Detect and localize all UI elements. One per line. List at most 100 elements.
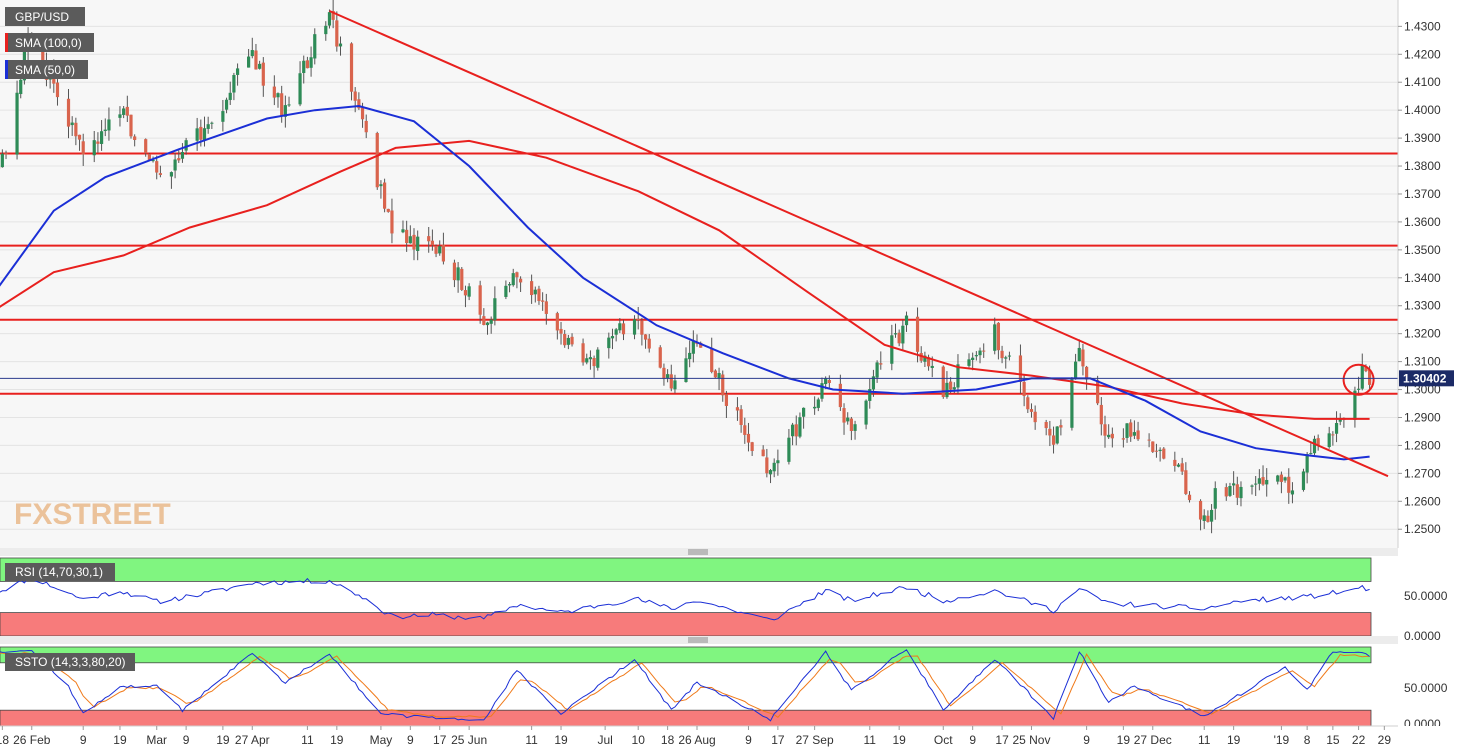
candle-body (949, 381, 953, 390)
time-axis: 18 26 Feb 9 19 Mar 9 19 27 Apr 11 19 May 9 17 25 Jun 1… (0, 726, 1391, 747)
candle-body (1051, 435, 1056, 445)
candle-body (713, 370, 717, 378)
candle-body (77, 134, 82, 140)
candle-body (1121, 438, 1125, 440)
candle-body (1254, 483, 1258, 485)
candle-body (103, 129, 107, 132)
candle-body (364, 120, 368, 133)
time-tick-label: 26 Feb (13, 733, 51, 747)
ssto-overbought-zone (0, 646, 1372, 664)
candle-body (1316, 438, 1320, 446)
candle-body (210, 122, 214, 124)
candle-body (1334, 422, 1339, 434)
candle-body (1290, 490, 1295, 495)
candle-body (405, 229, 409, 244)
candle-body (280, 93, 284, 117)
main-axis-bg (1398, 0, 1467, 548)
candle-body (1073, 361, 1078, 380)
candle-body (996, 322, 1001, 351)
candle-body (66, 98, 71, 127)
candle-body (559, 328, 563, 334)
candle-body (813, 406, 817, 409)
candle-body (893, 333, 898, 335)
candle-body (710, 347, 714, 372)
price-tick-label: 1.2500 (1404, 522, 1441, 536)
candle-body (1129, 422, 1133, 437)
candle-body (868, 389, 872, 401)
candle-body (19, 79, 23, 95)
price-tick-label: 1.2700 (1404, 466, 1441, 480)
price-tick-label: 1.4300 (1404, 19, 1441, 33)
candle-body (768, 470, 773, 475)
candle-body (1228, 486, 1232, 496)
time-tick-label: 11 (864, 733, 877, 747)
candle-body (463, 290, 468, 296)
candle-body (658, 347, 662, 368)
candle-body (228, 92, 232, 100)
candle-body (743, 425, 747, 435)
candle-body (324, 25, 328, 35)
candle-body (610, 336, 615, 339)
candle-body (530, 281, 534, 296)
candle-body (1224, 487, 1228, 497)
candle-body (1235, 484, 1239, 498)
candle-body (507, 284, 512, 286)
time-tick-label: 27 Sep (796, 733, 834, 747)
time-tick-label: 9 (407, 733, 414, 747)
sma-50-label: SMA (50,0) (5, 60, 88, 79)
candle-body (721, 374, 725, 396)
price-axis: 1.4300 1.4200 1.4100 1.4000 1.3900 1.3800 1.37… (1398, 19, 1441, 536)
time-tick-label: 27 Dec (1134, 733, 1172, 747)
series-line (0, 104, 1370, 461)
candle-body (1353, 390, 1357, 420)
candle-body (158, 173, 162, 175)
time-tick-label: Jul (597, 733, 612, 747)
candle-body (375, 133, 379, 188)
price-tick-label: 1.3800 (1404, 159, 1441, 173)
candle-body (504, 285, 508, 297)
candle-body (206, 124, 210, 129)
candle-body (1154, 450, 1159, 452)
candle-body (1059, 425, 1063, 428)
candle-body (904, 315, 909, 326)
candle-body (592, 358, 596, 367)
candle-body (684, 358, 688, 383)
candle-body (441, 244, 446, 262)
rsi-overbought-zone (0, 557, 1372, 582)
candle-body (666, 374, 670, 378)
candle-body (184, 140, 188, 151)
candle-body (618, 323, 622, 331)
candle-body (1136, 430, 1140, 440)
candle-body (99, 131, 104, 144)
highlight-circle (1342, 363, 1375, 396)
candle-body (489, 319, 493, 324)
candle-body (96, 141, 100, 144)
time-tick-label: 19 (330, 733, 344, 747)
candle-body (816, 399, 820, 408)
candle-body (614, 329, 618, 335)
candle-body (945, 382, 949, 398)
candle-body (1312, 438, 1317, 454)
candle-body (309, 57, 313, 68)
price-tick-label: 1.3400 (1404, 271, 1441, 285)
ssto-axis: 50.0000 0.0000 (1404, 681, 1448, 731)
candle-body (55, 82, 60, 98)
candle-body (250, 50, 254, 57)
time-tick-label: 19 (554, 733, 568, 747)
time-axis-bg (0, 726, 1467, 752)
candle-body (930, 365, 934, 368)
candle-body (1007, 355, 1012, 357)
candle-body (1331, 434, 1335, 436)
rsi-panel: RSI (14,70,30,1) 50.0000 0.0000 (0, 556, 1448, 643)
candle-body (1151, 441, 1155, 452)
candle-body (967, 359, 971, 366)
candle-body (563, 334, 567, 346)
candle-body (971, 357, 975, 361)
candle-body (313, 34, 317, 59)
candle-body (1360, 365, 1364, 389)
candle-body (827, 380, 831, 383)
candle-body (1173, 459, 1177, 466)
candle-body (662, 367, 666, 379)
time-tick-label: 11 (525, 733, 538, 747)
svg-text:50.0000: 50.0000 (1404, 681, 1448, 695)
